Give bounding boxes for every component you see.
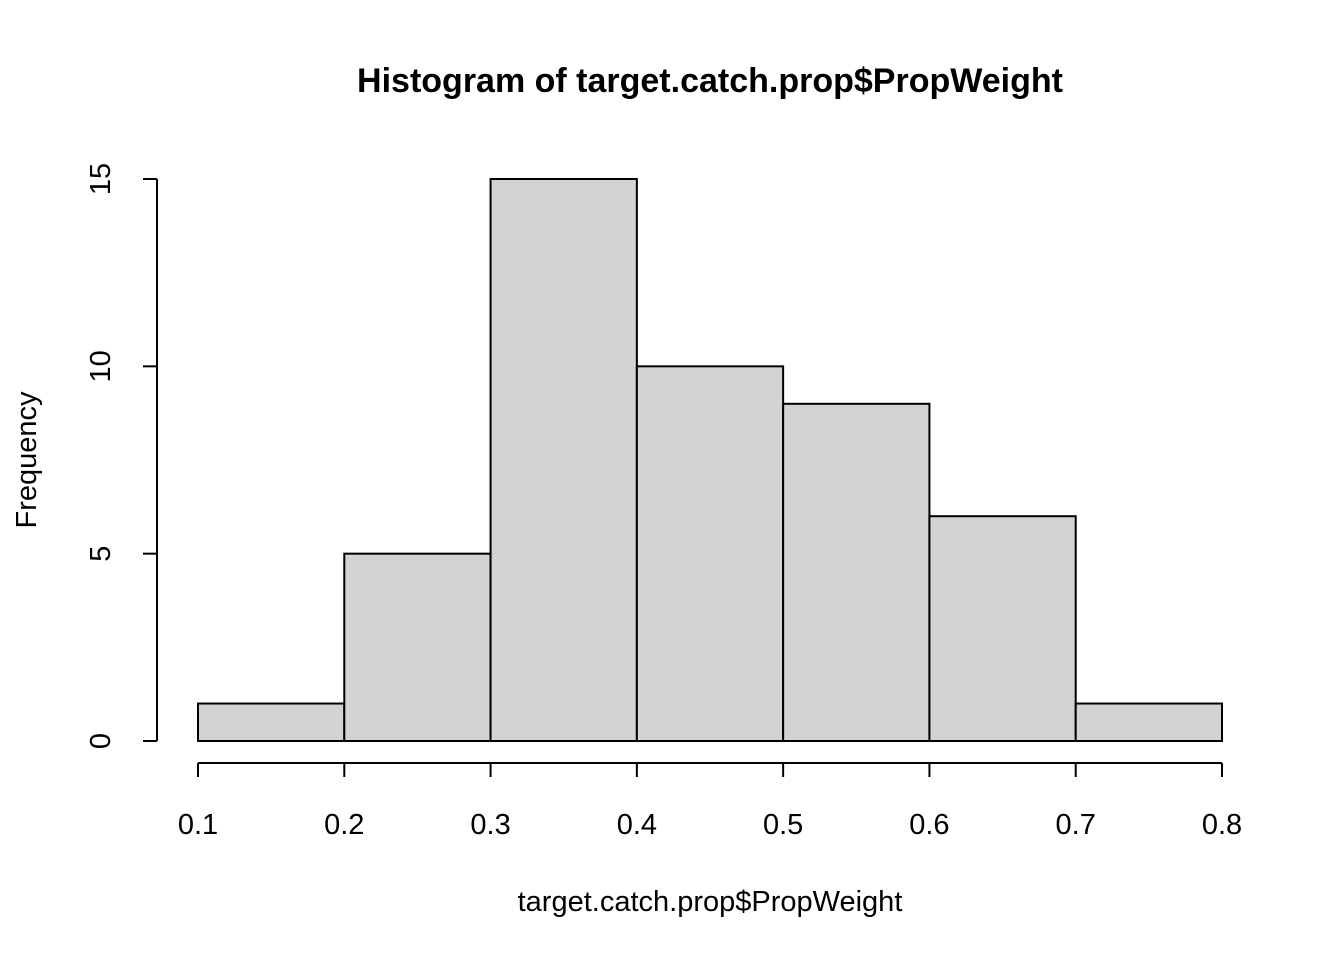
histogram-bar-1 [343,552,492,743]
histogram-bar-2 [489,178,638,742]
histogram-bar-3 [635,365,785,742]
x-tick-label-6: 0.7 [1056,809,1096,841]
bars-group [197,178,1223,743]
x-tick-label-7: 0.8 [1202,809,1242,841]
x-axis: 0.1 0.2 0.3 0.4 0.5 0.6 0.7 0.8 [178,762,1242,841]
x-tick-label-2: 0.3 [470,809,510,841]
histogram-bar-5 [928,515,1077,743]
y-tick-label-3: 15 [85,163,117,195]
y-axis: 0 5 10 15 [85,163,158,749]
x-tick-label-1: 0.2 [324,809,364,841]
x-tick-label-4: 0.5 [763,809,803,841]
histogram-bar-6 [1074,702,1223,742]
y-tick-label-2: 10 [85,350,117,382]
x-tick-label-5: 0.6 [909,809,949,841]
x-axis-label: target.catch.prop$PropWeight [518,886,903,918]
chart-title: Histogram of target.catch.prop$PropWeigh… [357,62,1063,100]
y-axis-label: Frequency [11,391,43,529]
histogram-bar-0 [197,702,346,742]
x-tick-label-0: 0.1 [178,809,218,841]
histogram-bar-4 [782,402,931,742]
y-tick-label-0: 0 [85,733,117,749]
x-tick-label-3: 0.4 [617,809,657,841]
y-tick-label-1: 5 [85,546,117,562]
